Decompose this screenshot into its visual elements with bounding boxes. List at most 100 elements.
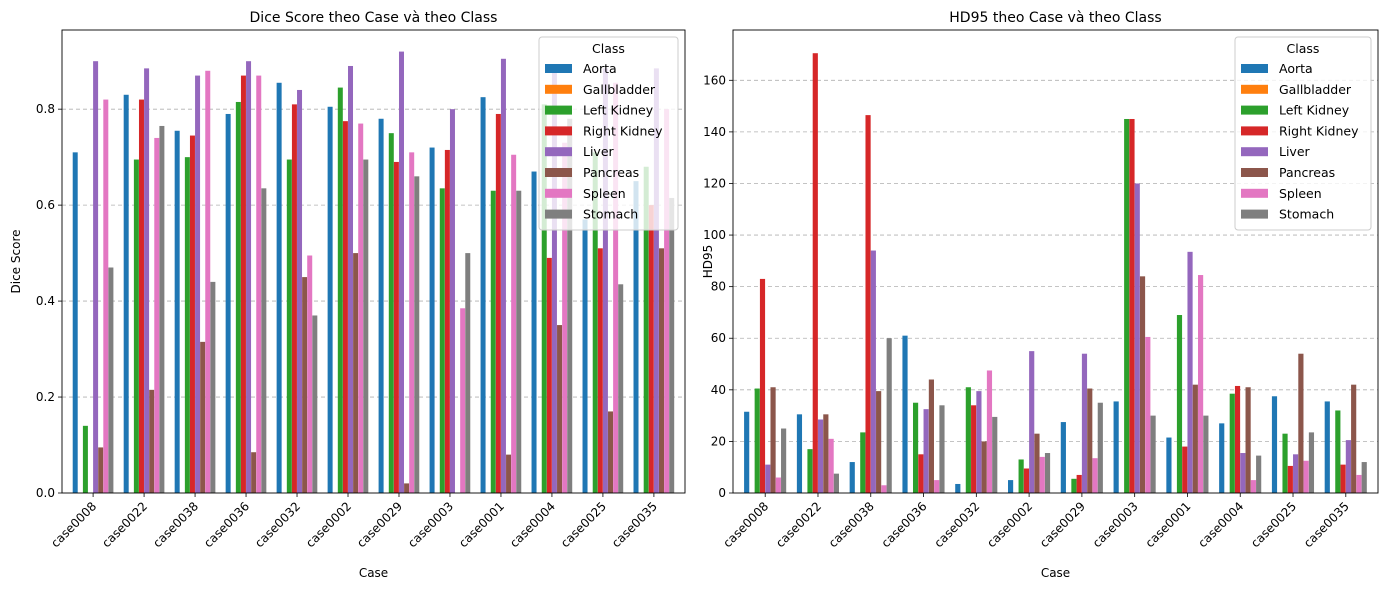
legend-label: Spleen xyxy=(1279,186,1322,201)
legend-label: Aorta xyxy=(583,61,617,76)
bar xyxy=(103,99,109,493)
legend-label: Stomach xyxy=(1279,207,1334,222)
bar xyxy=(1293,454,1299,493)
bar xyxy=(965,387,971,493)
bar xyxy=(1018,459,1024,493)
y-tick-label: 0.0 xyxy=(36,486,55,500)
bar xyxy=(1071,478,1077,493)
bar xyxy=(240,75,246,493)
bar xyxy=(1192,384,1198,493)
bar xyxy=(1240,453,1246,493)
bar xyxy=(149,389,155,493)
bar xyxy=(409,152,415,493)
bar xyxy=(1145,336,1151,493)
x-tick-label: case0003 xyxy=(1090,499,1141,550)
legend-label: Pancreas xyxy=(1279,165,1335,180)
bar xyxy=(378,118,384,493)
x-tick-label: case0001 xyxy=(456,499,507,550)
legend-swatch xyxy=(1241,168,1268,177)
bar xyxy=(1008,480,1014,493)
bar xyxy=(291,104,297,494)
bar xyxy=(562,142,568,493)
x-tick-label: case0032 xyxy=(252,499,303,550)
bar xyxy=(1250,480,1256,493)
x-tick-label: case0004 xyxy=(1195,499,1246,550)
bar xyxy=(1219,423,1225,493)
bar xyxy=(256,75,262,493)
bar xyxy=(1023,468,1029,493)
bar xyxy=(205,70,211,493)
legend-swatch xyxy=(545,105,572,115)
bar xyxy=(108,267,114,493)
bar xyxy=(1356,474,1362,493)
bar xyxy=(353,253,359,493)
bar xyxy=(653,68,659,493)
bar xyxy=(567,118,573,493)
bar xyxy=(1176,315,1183,493)
legend-swatch xyxy=(545,168,572,177)
bar xyxy=(429,147,435,494)
bar xyxy=(597,248,603,493)
bar xyxy=(928,379,934,493)
bar xyxy=(876,391,882,493)
bar xyxy=(225,113,231,494)
bar xyxy=(669,197,675,493)
bar xyxy=(865,115,871,494)
bar xyxy=(312,315,318,493)
x-tick-label: case0022 xyxy=(99,499,150,550)
bar xyxy=(823,414,829,493)
bar xyxy=(195,75,201,493)
y-tick-label: 100 xyxy=(703,228,726,242)
y-tick-label: 140 xyxy=(703,125,726,139)
bar xyxy=(506,454,512,493)
legend-title: Class xyxy=(1287,41,1320,56)
legend-label: Spleen xyxy=(583,186,626,201)
bar xyxy=(796,414,803,493)
bar xyxy=(138,99,144,493)
y-axis-label: HD95 xyxy=(701,245,715,279)
bar xyxy=(159,125,165,494)
chart-title: HD95 theo Case và theo Class xyxy=(949,10,1161,26)
bar xyxy=(664,109,670,494)
x-tick-label: case0002 xyxy=(984,499,1035,550)
bar xyxy=(1203,415,1209,493)
bar xyxy=(912,402,919,493)
bar xyxy=(817,419,824,493)
bar xyxy=(1282,433,1288,493)
x-tick-label: case0032 xyxy=(931,499,982,550)
bar xyxy=(633,181,639,493)
y-tick-label: 120 xyxy=(703,176,726,190)
bar xyxy=(337,87,343,493)
bar xyxy=(1087,388,1093,493)
y-tick-label: 0.8 xyxy=(36,102,55,116)
bar xyxy=(886,338,892,493)
bar xyxy=(557,325,563,493)
legend-swatch xyxy=(545,188,572,198)
legend-title: Class xyxy=(592,41,625,56)
bar xyxy=(327,106,333,494)
y-tick-label: 40 xyxy=(711,383,726,397)
bar xyxy=(551,65,557,493)
bar xyxy=(1234,385,1241,493)
bar xyxy=(1340,464,1346,493)
bar xyxy=(1351,384,1357,493)
bar xyxy=(608,411,614,493)
bar xyxy=(860,432,866,493)
bar xyxy=(1129,118,1135,494)
bar xyxy=(754,388,760,493)
legend-label: Pancreas xyxy=(583,165,639,180)
bar xyxy=(618,284,624,493)
bar xyxy=(123,94,129,494)
legend-label: Gallbladder xyxy=(1279,82,1352,97)
legend-swatch xyxy=(1241,209,1268,219)
bar xyxy=(235,101,241,493)
legend-swatch xyxy=(1241,188,1268,198)
bar xyxy=(342,121,348,493)
x-tick-label: case0025 xyxy=(558,499,609,550)
bar xyxy=(480,97,486,494)
bar xyxy=(881,485,887,493)
x-axis-label: Case xyxy=(359,566,388,580)
